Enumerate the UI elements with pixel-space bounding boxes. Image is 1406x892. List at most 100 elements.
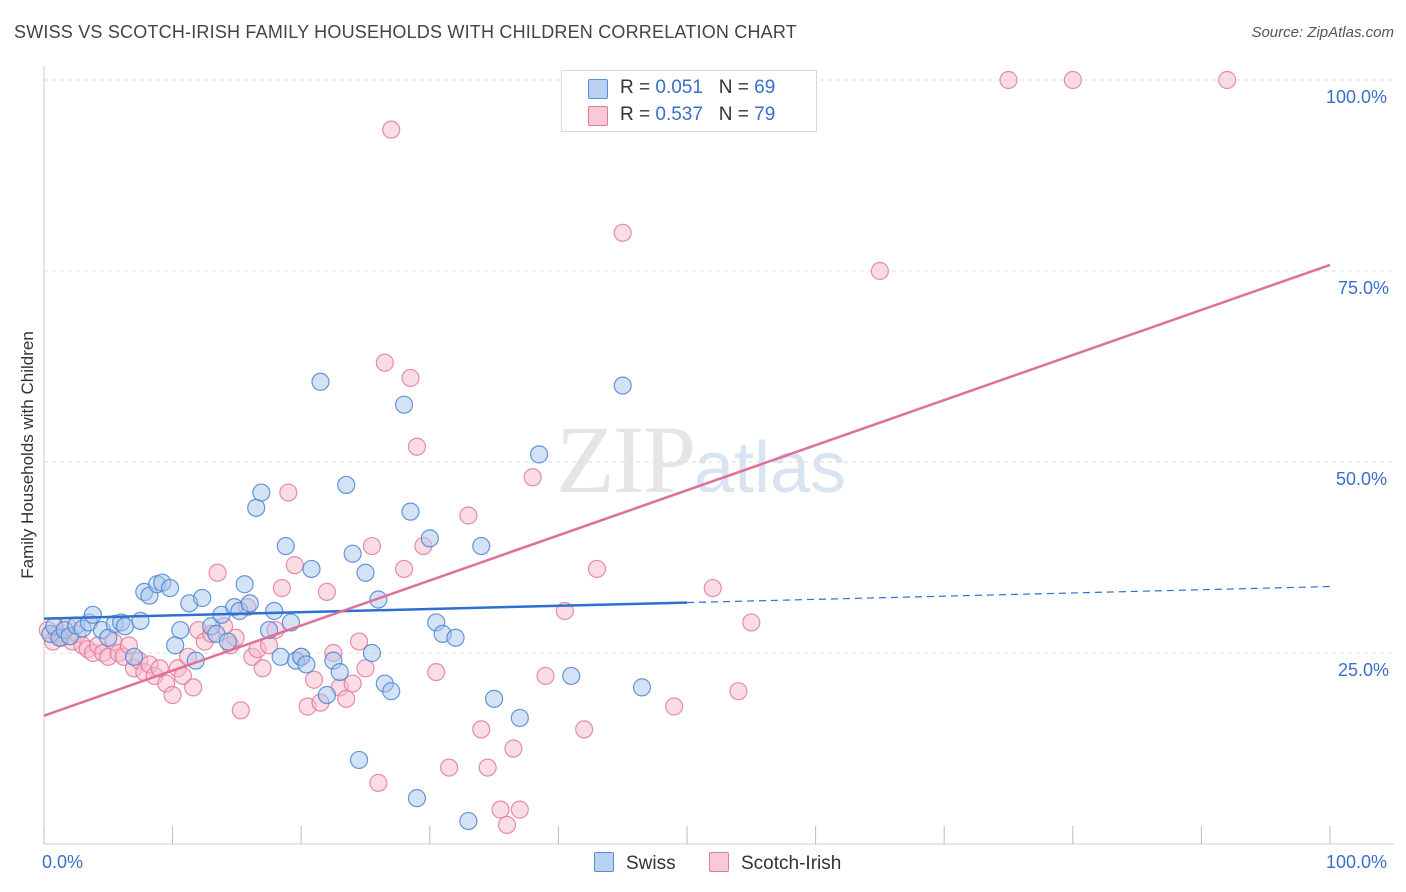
swiss-point	[485, 689, 504, 708]
scotch-irish-point	[349, 632, 369, 651]
series-swatch-swiss	[594, 852, 614, 872]
swiss-point	[297, 655, 316, 674]
swiss-trend-line	[43, 601, 688, 620]
legend-text-scotch-irish: R = 0.537 N = 79	[620, 104, 775, 126]
swiss-point	[218, 632, 237, 651]
swiss-point	[265, 601, 284, 621]
swiss-point	[349, 750, 369, 770]
scotch-irish-point	[163, 685, 182, 705]
swiss-point	[362, 643, 382, 663]
scotch-irish-point	[285, 556, 304, 575]
scotch-irish-point	[401, 368, 420, 388]
legend-n-label: N =	[718, 104, 755, 125]
scotch-irish-point	[999, 70, 1018, 90]
scotch-irish-point	[472, 720, 491, 739]
swiss-point	[401, 502, 420, 521]
scotch-irish-point	[304, 670, 324, 689]
chart-title: SWISS VS SCOTCH-IRISH FAMILY HOUSEHOLDS …	[14, 22, 797, 42]
scotch-irish-point	[703, 578, 722, 598]
scotch-irish-point	[427, 662, 446, 682]
swiss-point	[446, 628, 465, 647]
swiss-point	[115, 617, 135, 636]
x-tick-label-min: 0.0%	[42, 852, 84, 872]
scotch-irish-point	[382, 120, 401, 139]
swiss-point	[420, 529, 439, 548]
scotch-irish-point	[272, 578, 292, 598]
swiss-point	[166, 636, 185, 655]
scotch-irish-point	[729, 682, 748, 701]
legend-r-label: R =	[620, 77, 656, 98]
scotch-irish-point	[575, 720, 594, 739]
swiss-point	[530, 445, 549, 464]
swiss-point	[407, 789, 427, 808]
legend-r-value-scotch-irish: 0.537	[655, 104, 703, 125]
swiss-point	[271, 647, 290, 666]
swiss-point	[472, 536, 491, 556]
swiss-point	[382, 682, 401, 701]
scotch-irish-point	[742, 613, 761, 632]
scotch-irish-point	[369, 773, 388, 792]
swiss-point	[562, 666, 581, 686]
swiss-point	[124, 647, 144, 666]
legend-swatch-scotch-irish	[588, 106, 608, 126]
swiss-point	[356, 563, 375, 582]
swiss-point	[235, 575, 254, 594]
series-label-swiss: Swiss	[626, 853, 676, 874]
legend-text-swiss: R = 0.051 N = 69	[620, 77, 775, 99]
swiss-point	[311, 372, 330, 391]
scotch-irish-point	[279, 483, 298, 502]
legend-n-value-scotch-irish: 79	[754, 104, 776, 125]
source-label: Source: ZipAtlas.com	[1251, 24, 1394, 41]
series-legend-scotch-irish: Scotch-Irish	[709, 852, 841, 875]
y-tick-label-50: 50.0%	[1336, 469, 1388, 489]
series-label-scotch-irish: Scotch-Irish	[741, 853, 842, 874]
swiss-point	[276, 536, 295, 556]
swiss-point	[343, 544, 362, 563]
scotch-irish-point	[407, 437, 427, 456]
scotch-irish-point	[504, 739, 523, 758]
scotch-irish-point	[1063, 70, 1082, 90]
x-tick-label-max: 100.0%	[1326, 852, 1388, 872]
swiss-trend-extension	[686, 585, 1331, 604]
watermark-atlas: atlas	[694, 428, 847, 508]
legend-r-label: R =	[620, 104, 656, 125]
swiss-point	[510, 708, 529, 728]
scotch-irish-point	[613, 223, 632, 242]
swiss-point	[252, 483, 271, 502]
y-tick-label-25: 25.0%	[1338, 660, 1390, 680]
legend-r-value-swiss: 0.051	[655, 77, 703, 98]
scotch-irish-point	[459, 506, 478, 525]
swiss-point	[193, 588, 212, 608]
scotch-irish-point	[317, 582, 337, 601]
scotch-irish-point	[510, 800, 529, 819]
correlation-legend: R = 0.051 N = 69 R = 0.537 N = 79	[561, 70, 817, 132]
scotch-irish-point	[231, 701, 250, 720]
scotch-irish-point	[356, 659, 375, 678]
legend-n-label: N =	[718, 77, 755, 98]
swiss-point	[247, 498, 266, 517]
scotch-irish-point	[523, 468, 542, 487]
scotch-irish-point	[1218, 70, 1237, 90]
y-tick-label-75: 75.0%	[1338, 278, 1390, 298]
scotch-irish-point	[208, 563, 227, 582]
scotch-irish-point	[478, 758, 497, 777]
legend-n-value-swiss: 69	[754, 77, 776, 98]
swiss-point	[317, 685, 337, 705]
swiss-point	[337, 475, 356, 495]
swiss-point	[632, 678, 652, 697]
scotch-irish-point	[491, 800, 510, 819]
swiss-point	[171, 620, 190, 640]
scotch-irish-point	[375, 353, 394, 372]
scotch-irish-trend-line	[43, 263, 1331, 717]
swiss-point	[330, 662, 349, 682]
swiss-point	[302, 559, 321, 579]
series-legend-swiss: Swiss	[594, 852, 676, 875]
scotch-irish-point	[343, 674, 362, 693]
scotch-irish-point	[362, 536, 382, 556]
series-swatch-scotch-irish	[709, 852, 729, 872]
swiss-point	[613, 376, 632, 395]
scotch-irish-point	[587, 559, 607, 579]
swiss-point	[459, 811, 478, 831]
scotch-irish-point	[870, 261, 890, 281]
